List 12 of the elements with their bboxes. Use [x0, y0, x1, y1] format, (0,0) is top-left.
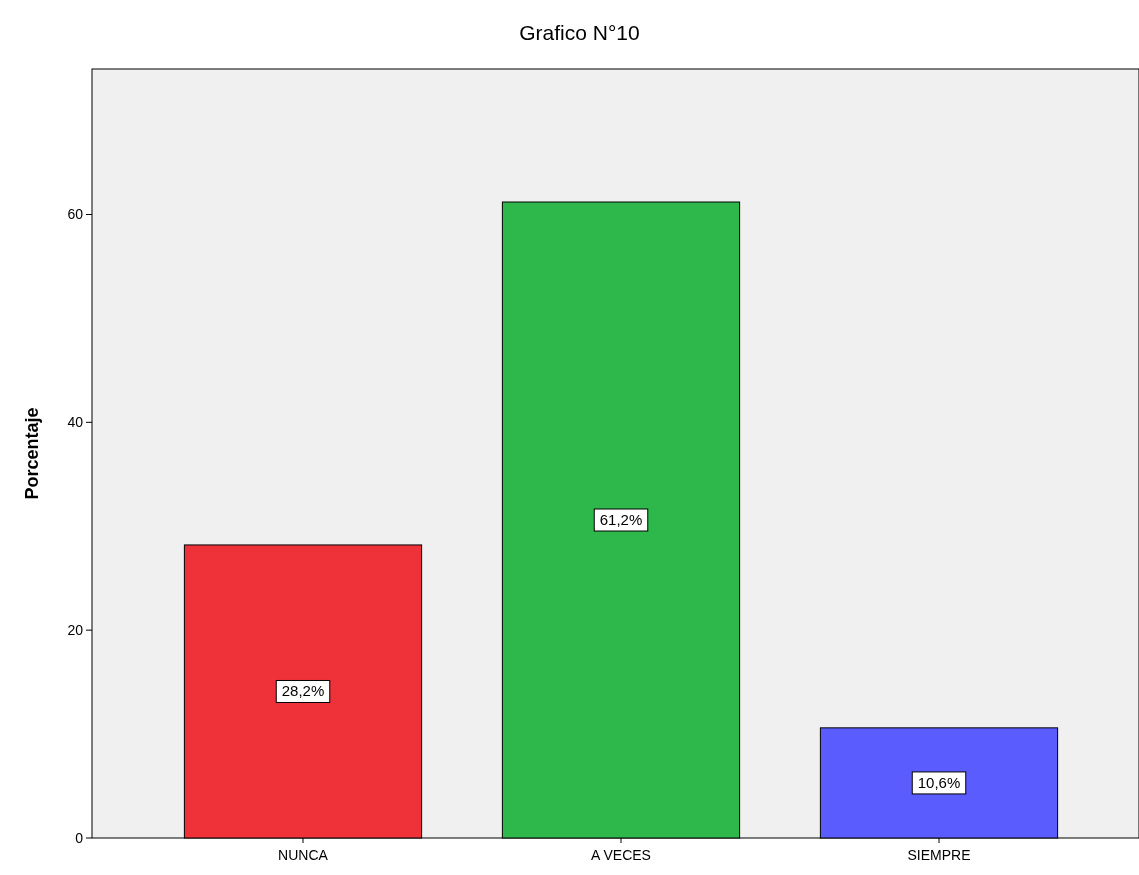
data-label: 28,2%	[281, 682, 325, 700]
x-tick-label: NUNCA	[278, 847, 329, 863]
data-label: 61,2%	[599, 511, 643, 529]
y-axis-title: Porcentaje	[22, 407, 42, 500]
chart-title: Grafico N°10	[519, 21, 640, 44]
data-label: 10,6%	[917, 773, 961, 791]
y-tick-label: 0	[75, 830, 84, 846]
y-tick-label: 60	[67, 206, 84, 223]
x-tick-label: SIEMPRE	[907, 847, 971, 863]
y-tick-label: 40	[67, 414, 84, 431]
y-tick-label: 20	[67, 622, 84, 639]
x-tick-label: A VECES	[591, 847, 651, 863]
